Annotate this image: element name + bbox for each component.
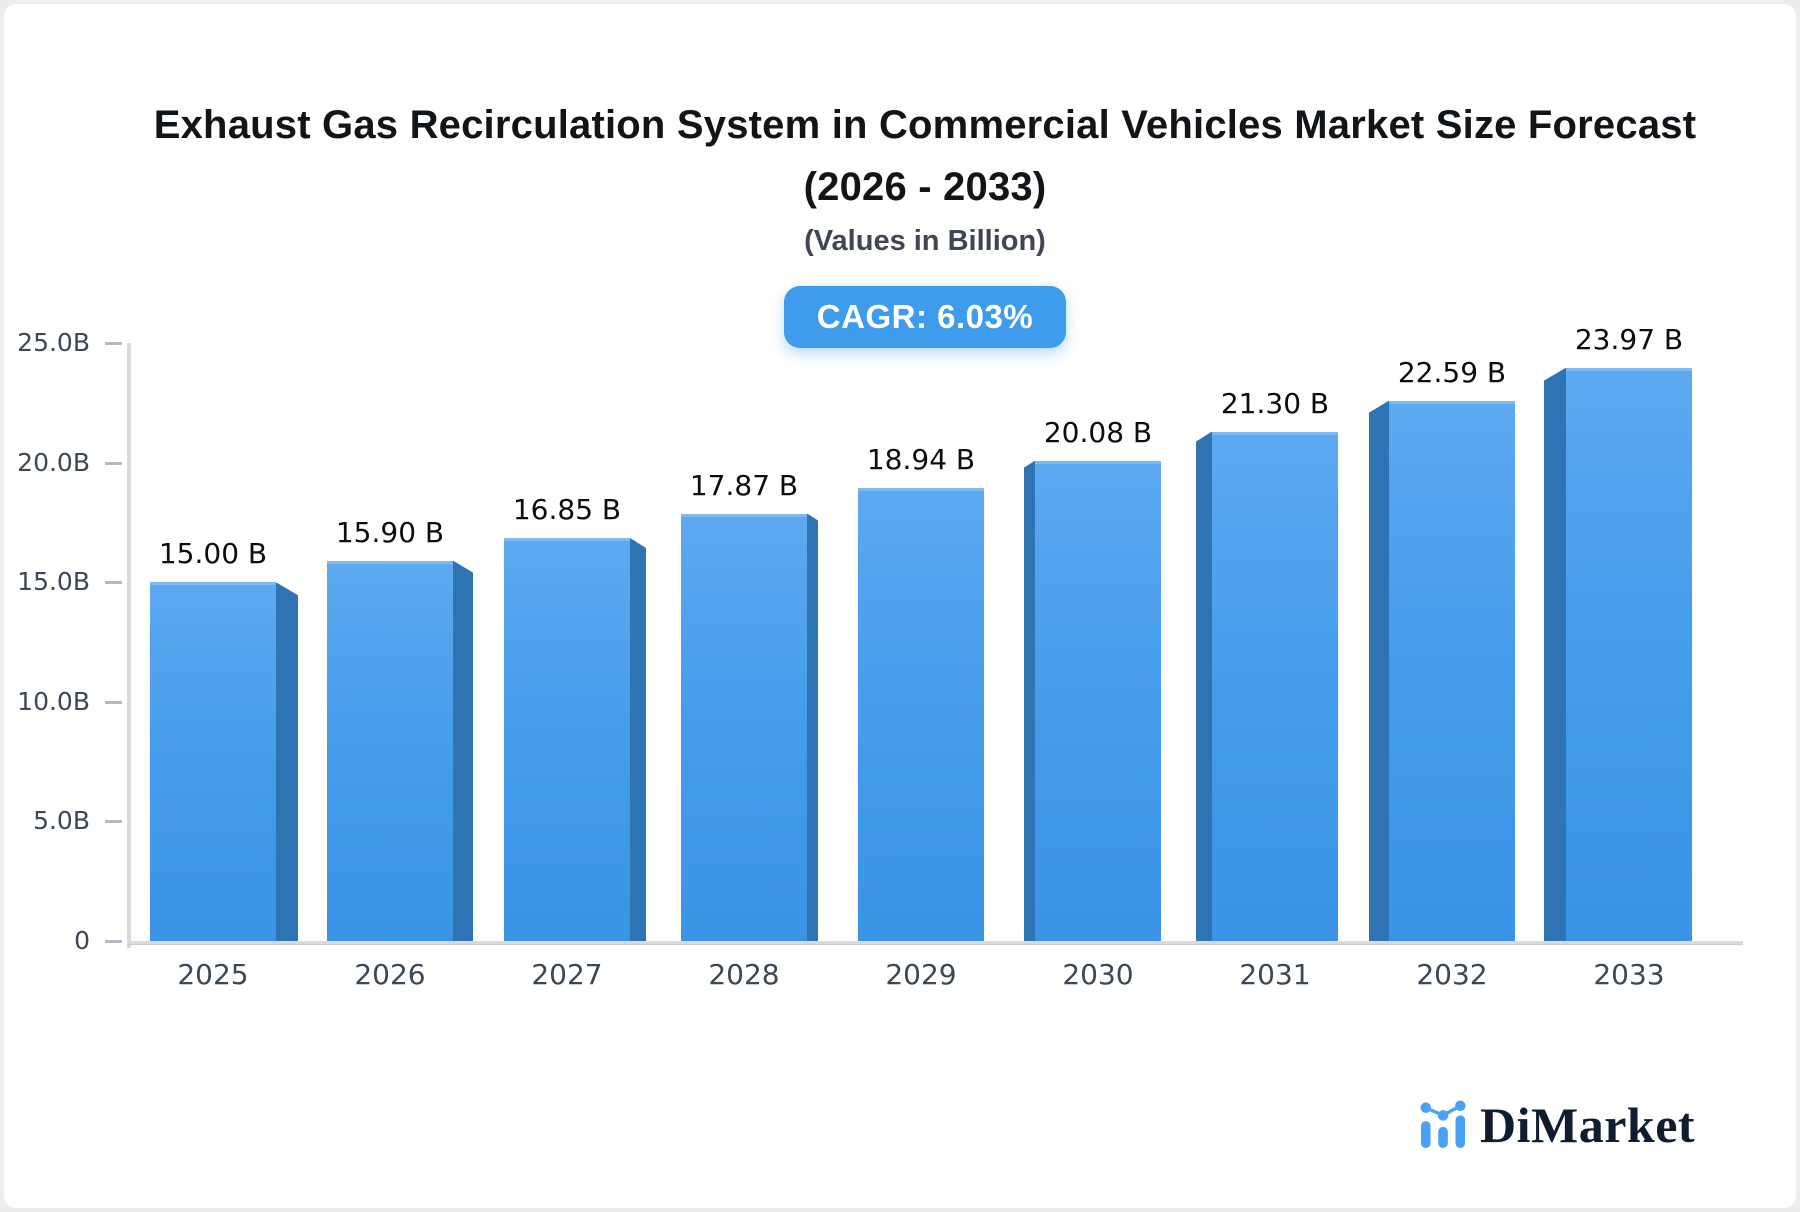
y-axis-tick xyxy=(105,581,122,585)
bar-value-label: 15.90 B xyxy=(335,515,445,549)
x-axis-label: 2029 xyxy=(885,958,957,991)
x-axis-label: 2032 xyxy=(1416,958,1488,991)
chart-title-text: Exhaust Gas Recirculation System in Comm… xyxy=(153,103,1697,147)
y-axis-tick xyxy=(105,461,122,465)
y-axis-tick xyxy=(105,820,122,824)
y-axis-tick xyxy=(105,342,122,345)
chart-title-range: (2026 - 2033) xyxy=(803,165,1047,209)
bar-3d-side xyxy=(1024,460,1035,945)
bar-value-label: 22.59 B xyxy=(1397,355,1507,389)
x-axis-label: 2025 xyxy=(177,958,249,991)
bar-chart-plot: 0 5.0B 10.0B 15.0B 20.0B 25.0B 15.00 B 2025 15.9… xyxy=(4,4,1796,1208)
chart-subtitle: (Values in Billion) xyxy=(804,225,1046,257)
x-axis-label: 2027 xyxy=(531,958,603,991)
brand-name: DiMarket xyxy=(1480,1097,1696,1153)
y-axis-tick-label: 25.0B xyxy=(17,328,90,357)
bar-value-label: 18.94 B xyxy=(866,442,976,476)
bar-value-label: 16.85 B xyxy=(512,492,622,526)
bar xyxy=(858,487,984,945)
y-axis-tick xyxy=(105,940,122,943)
bar xyxy=(1035,460,1161,945)
bar xyxy=(1389,400,1515,945)
x-axis-label: 2026 xyxy=(354,958,426,991)
bar xyxy=(1212,431,1338,945)
bar xyxy=(504,537,630,945)
y-axis-tick-label: 0 xyxy=(74,926,90,955)
y-axis-tick-label: 5.0B xyxy=(33,806,90,836)
bar-chart-icon xyxy=(1420,1100,1466,1148)
y-axis-tick-label: 20.0B xyxy=(17,447,90,477)
bar xyxy=(327,560,453,945)
bar xyxy=(150,582,276,945)
x-axis-line xyxy=(127,941,1743,945)
bar-value-label: 21.30 B xyxy=(1220,386,1330,420)
bar-3d-side xyxy=(630,537,646,945)
bar-value-label: 23.97 B xyxy=(1574,322,1684,356)
bar-3d-side xyxy=(807,513,818,945)
y-axis-tick-label: 10.0B xyxy=(17,686,90,716)
x-axis-label: 2030 xyxy=(1062,958,1134,991)
y-axis-tick-label: 15.0B xyxy=(17,567,90,597)
bar-value-label: 20.08 B xyxy=(1043,415,1153,449)
chart-title: Exhaust Gas Recirculation System in Comm… xyxy=(54,94,1796,218)
y-axis-tick xyxy=(105,700,122,704)
x-axis-label: 2033 xyxy=(1593,958,1665,991)
bar xyxy=(681,513,807,945)
y-axis-line xyxy=(127,343,131,948)
chart-header: Exhaust Gas Recirculation System in Comm… xyxy=(54,94,1796,348)
bar-3d-side xyxy=(453,560,473,945)
x-axis-label: 2028 xyxy=(708,958,780,991)
bar xyxy=(1566,367,1692,945)
brand-logo: DiMarket xyxy=(1420,1097,1696,1153)
chart-card: Exhaust Gas Recirculation System in Comm… xyxy=(4,4,1796,1208)
bar-3d-side xyxy=(1369,400,1389,945)
cagr-badge: CAGR: 6.03% xyxy=(783,286,1067,348)
bar-value-label: 15.00 B xyxy=(158,537,268,571)
bar-3d-side xyxy=(1544,367,1566,945)
bar-3d-side xyxy=(1196,431,1212,945)
x-axis-label: 2031 xyxy=(1239,958,1311,991)
bar-3d-side xyxy=(276,582,298,945)
bar-value-label: 17.87 B xyxy=(689,468,799,502)
